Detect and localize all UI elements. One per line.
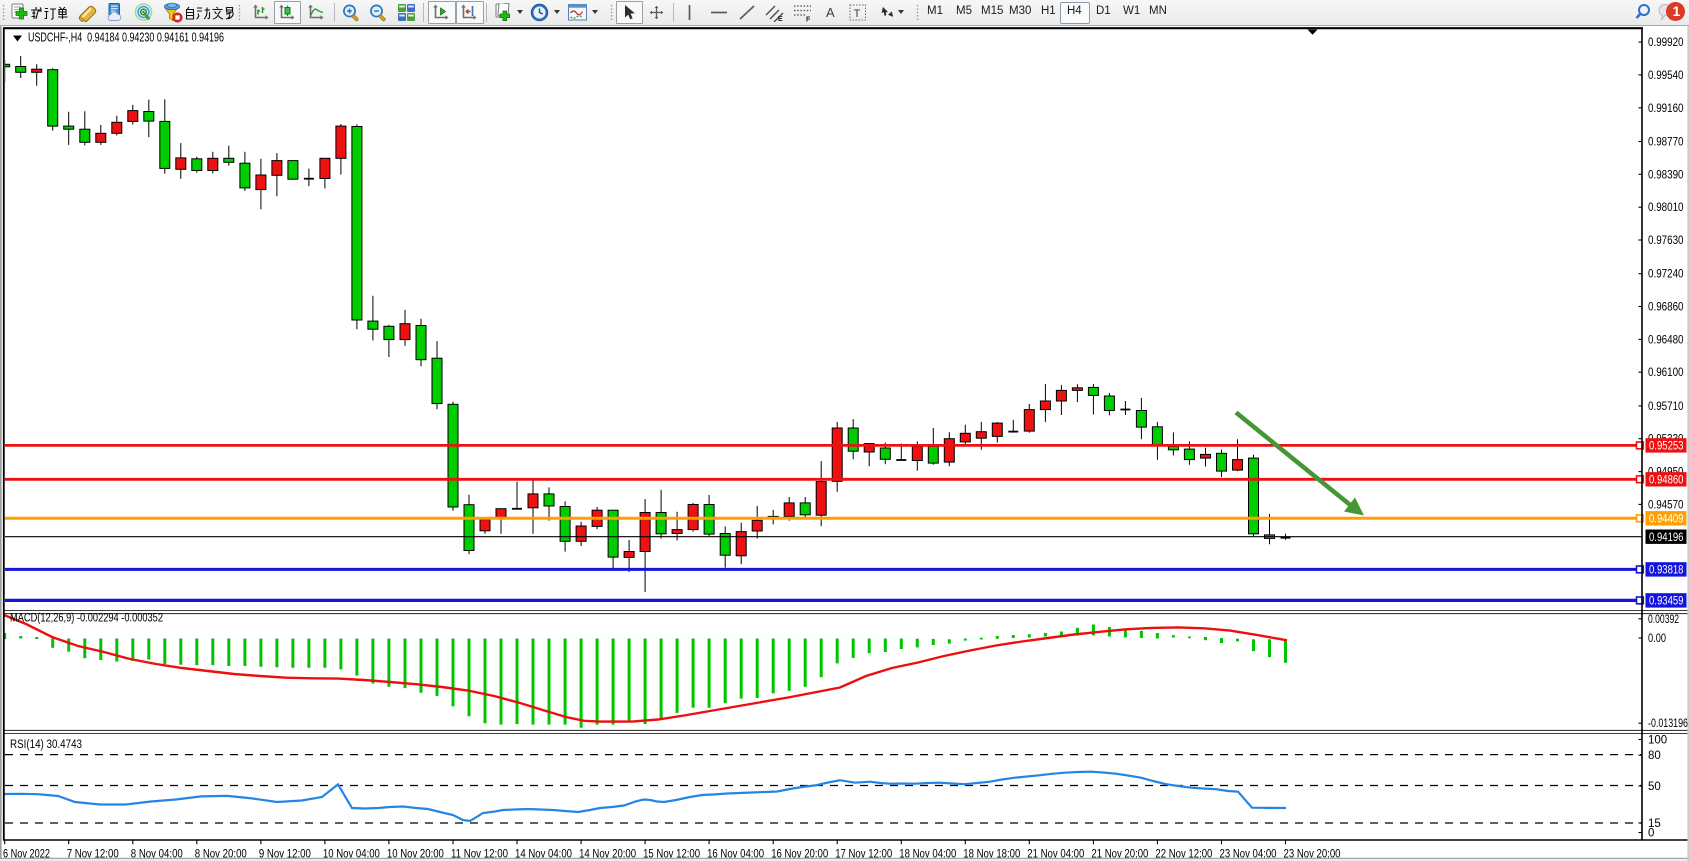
- svg-text:100: 100: [1648, 735, 1667, 747]
- svg-text:14 Nov 04:00: 14 Nov 04:00: [515, 849, 572, 861]
- svg-text:0.95253: 0.95253: [1649, 441, 1684, 453]
- svg-text:RSI(14) 30.4743: RSI(14) 30.4743: [10, 739, 82, 751]
- svg-text:0.94409: 0.94409: [1649, 514, 1684, 526]
- svg-text:8 Nov 20:00: 8 Nov 20:00: [195, 849, 247, 861]
- svg-text:6 Nov 2022: 6 Nov 2022: [3, 849, 50, 861]
- svg-text:0.00392: 0.00392: [1648, 614, 1679, 626]
- svg-text:14 Nov 20:00: 14 Nov 20:00: [579, 849, 636, 861]
- svg-text:0.97630: 0.97630: [1648, 235, 1684, 247]
- svg-text:0.97240: 0.97240: [1648, 269, 1684, 281]
- svg-text:0: 0: [1648, 828, 1654, 840]
- svg-text:0.94570: 0.94570: [1648, 499, 1684, 511]
- svg-text:0.94860: 0.94860: [1649, 475, 1684, 487]
- svg-text:9 Nov 12:00: 9 Nov 12:00: [259, 849, 311, 861]
- svg-text:15: 15: [1648, 818, 1661, 830]
- svg-text:10 Nov 20:00: 10 Nov 20:00: [387, 849, 444, 861]
- svg-text:0.94196: 0.94196: [1649, 532, 1684, 544]
- svg-text:80: 80: [1648, 750, 1661, 762]
- svg-text:0.95710: 0.95710: [1648, 401, 1684, 413]
- svg-text:1: 1: [1673, 3, 1681, 19]
- svg-text:23 Nov 20:00: 23 Nov 20:00: [1284, 849, 1341, 861]
- svg-text:0.99540: 0.99540: [1648, 70, 1684, 82]
- svg-text:T: T: [854, 8, 861, 20]
- svg-text:0.98770: 0.98770: [1648, 137, 1684, 149]
- svg-text:16 Nov 04:00: 16 Nov 04:00: [707, 849, 764, 861]
- svg-text:0.00: 0.00: [1648, 633, 1666, 645]
- svg-text:11 Nov 12:00: 11 Nov 12:00: [451, 849, 508, 861]
- svg-text:22 Nov 12:00: 22 Nov 12:00: [1155, 849, 1212, 861]
- svg-text:E: E: [778, 16, 783, 22]
- svg-text:15 Nov 12:00: 15 Nov 12:00: [643, 849, 700, 861]
- svg-text:7 Nov 12:00: 7 Nov 12:00: [67, 849, 119, 861]
- svg-text:21 Nov 04:00: 21 Nov 04:00: [1027, 849, 1084, 861]
- svg-text:0.96480: 0.96480: [1648, 334, 1684, 346]
- svg-text:F: F: [806, 17, 811, 23]
- svg-text:18 Nov 18:00: 18 Nov 18:00: [963, 849, 1020, 861]
- svg-text:0.99920: 0.99920: [1648, 37, 1684, 49]
- svg-text:23 Nov 04:00: 23 Nov 04:00: [1220, 849, 1277, 861]
- svg-text:0.96100: 0.96100: [1648, 367, 1684, 379]
- svg-text:-0.013196: -0.013196: [1648, 718, 1688, 730]
- svg-text:16 Nov 20:00: 16 Nov 20:00: [771, 849, 828, 861]
- svg-text:0.99160: 0.99160: [1648, 103, 1684, 115]
- svg-text:17 Nov 12:00: 17 Nov 12:00: [835, 849, 892, 861]
- svg-text:10 Nov 04:00: 10 Nov 04:00: [323, 849, 380, 861]
- svg-text:8 Nov 04:00: 8 Nov 04:00: [131, 849, 183, 861]
- svg-text:0.96860: 0.96860: [1648, 302, 1684, 314]
- svg-text:18 Nov 04:00: 18 Nov 04:00: [899, 849, 956, 861]
- svg-text:0.93818: 0.93818: [1649, 565, 1684, 577]
- svg-text:0.93459: 0.93459: [1649, 596, 1684, 608]
- svg-text:0.98390: 0.98390: [1648, 169, 1684, 181]
- svg-text:MACD(12,26,9) -0.002294 -0.000: MACD(12,26,9) -0.002294 -0.000352: [10, 613, 163, 625]
- svg-text:0.98010: 0.98010: [1648, 202, 1684, 214]
- svg-text:21 Nov 20:00: 21 Nov 20:00: [1091, 849, 1148, 861]
- svg-text:USDCHF-,H4 0.94184 0.94230 0.: USDCHF-,H4 0.94184 0.94230 0.94161 0.941…: [28, 31, 224, 45]
- svg-text:50: 50: [1648, 781, 1661, 793]
